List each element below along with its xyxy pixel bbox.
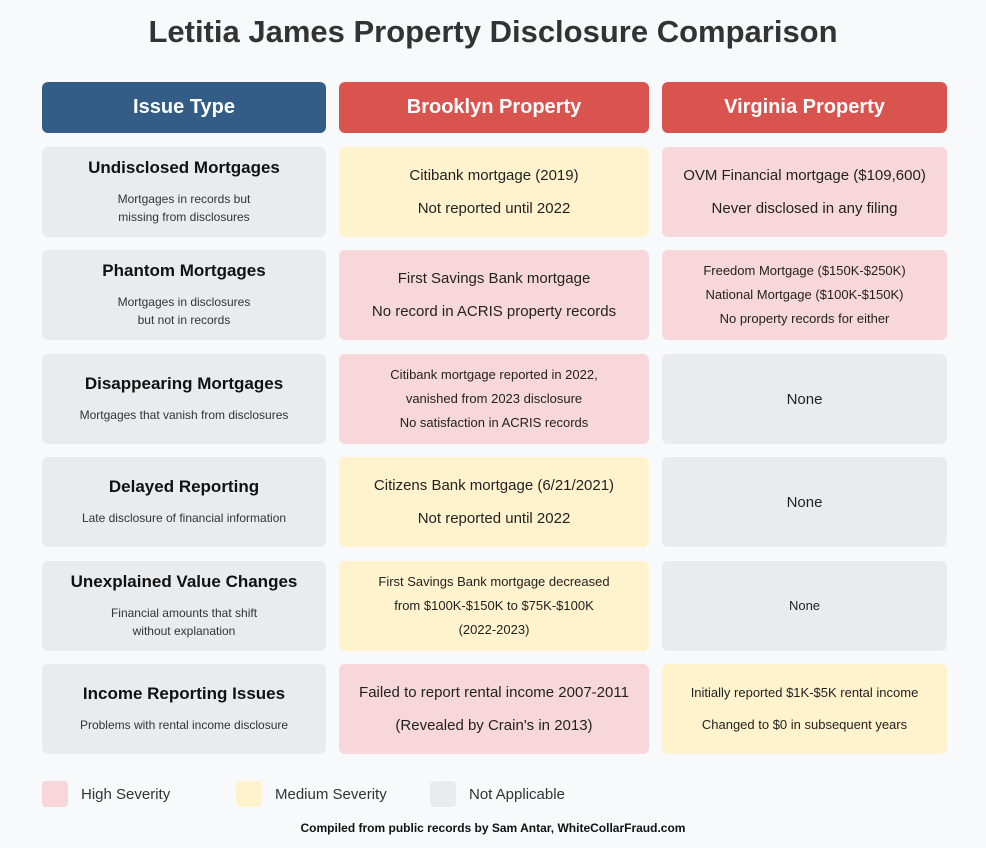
detail-line: Citibank mortgage reported in 2022, [390,367,598,382]
legend-swatch-high [42,781,68,807]
detail-line: Initially reported $1K-$5K rental income [690,685,919,700]
legend-high: High Severity [42,781,170,807]
detail-line: First Savings Bank mortgage [397,270,591,287]
issue-description: Mortgages in records but missing from di… [117,192,251,224]
header-virginia: Virginia Property [662,82,947,133]
brooklyn-cell: Citizens Bank mortgage (6/21/2021) Not re… [339,457,649,547]
issue-cell: Undisclosed Mortgages Mortgages in record… [42,147,326,237]
legend-na: Not Applicable [430,781,565,807]
detail-line: None [786,390,823,408]
detail-line: None [788,598,821,613]
detail-line: None [786,493,823,511]
issue-description: Mortgages in disclosures but not in reco… [117,295,251,327]
issue-cell: Unexplained Value Changes Financial amoun… [42,561,326,651]
legend-swatch-medium [236,781,262,807]
virginia-cell: OVM Financial mortgage ($109,600) Never d… [662,147,947,237]
detail-line: (2022-2023) [458,622,530,637]
detail-line: Freedom Mortgage ($150K-$250K) [703,263,906,278]
legend-label: High Severity [81,785,171,803]
detail-line: Citizens Bank mortgage (6/21/2021) [373,477,615,494]
detail-line: vanished from 2023 disclosure [405,391,583,406]
legend-label: Medium Severity [275,785,387,803]
detail-line: No record in ACRIS property records [371,303,617,320]
issue-description: Financial amounts that shift without exp… [110,606,258,638]
virginia-cell: None [662,354,947,444]
issue-title: Disappearing Mortgages [84,374,284,393]
detail-line: National Mortgage ($100K-$150K) [705,287,904,302]
detail-line: from $100K-$150K to $75K-$100K [394,598,594,613]
detail-line: Changed to $0 in subsequent years [701,717,908,732]
detail-line: (Revealed by Crain's in 2013) [395,717,593,734]
issue-cell: Income Reporting Issues Problems with ren… [42,664,326,754]
issue-cell: Disappearing Mortgages Mortgages that van… [42,354,326,444]
issue-cell: Phantom Mortgages Mortgages in disclosure… [42,250,326,340]
detail-line: Failed to report rental income 2007-2011 [359,684,629,701]
detail-line: Not reported until 2022 [417,510,571,527]
virginia-cell: Freedom Mortgage ($150K-$250K) National M… [662,250,947,340]
detail-line: No satisfaction in ACRIS records [399,415,589,430]
detail-line: Not reported until 2022 [417,200,571,217]
header-issue-type: Issue Type [42,82,326,133]
brooklyn-cell: First Savings Bank mortgage decreased fro… [339,561,649,651]
page-title: Letitia James Property Disclosure Compar… [148,14,838,49]
detail-line: Citibank mortgage (2019) [409,167,579,184]
issue-title: Undisclosed Mortgages [88,158,280,177]
header-brooklyn: Brooklyn Property [339,82,649,133]
footer-credit: Compiled from public records by Sam Anta… [300,821,686,835]
issue-title: Unexplained Value Changes [70,572,298,591]
issue-title: Phantom Mortgages [102,261,266,280]
issue-title: Delayed Reporting [108,477,260,496]
issue-cell: Delayed Reporting Late disclosure of fina… [42,457,326,547]
legend-medium: Medium Severity [236,781,387,807]
issue-title: Income Reporting Issues [82,684,286,703]
brooklyn-cell: Citibank mortgage (2019) Not reported unt… [339,147,649,237]
brooklyn-cell: Failed to report rental income 2007-2011… [339,664,649,754]
detail-line: OVM Financial mortgage ($109,600) [683,167,926,184]
legend-label: Not Applicable [469,785,565,803]
detail-line: No property records for either [719,311,890,326]
virginia-cell: None [662,561,947,651]
virginia-cell: Initially reported $1K-$5K rental income… [662,664,947,754]
detail-line: First Savings Bank mortgage decreased [378,574,610,589]
brooklyn-cell: Citibank mortgage reported in 2022, vanis… [339,354,649,444]
issue-description: Mortgages that vanish from disclosures [79,408,289,422]
detail-line: Never disclosed in any filing [711,200,898,217]
virginia-cell: None [662,457,947,547]
issue-description: Problems with rental income disclosure [79,718,289,732]
legend-swatch-na [430,781,456,807]
issue-description: Late disclosure of financial information [81,511,287,525]
brooklyn-cell: First Savings Bank mortgage No record in … [339,250,649,340]
